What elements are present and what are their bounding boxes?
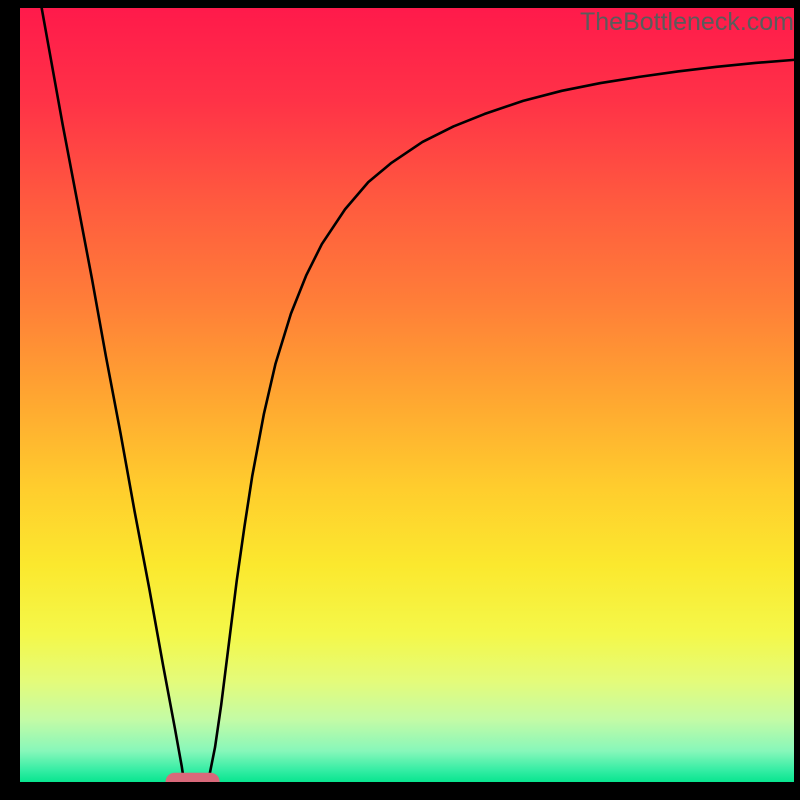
watermark-text: TheBottleneck.com bbox=[580, 8, 794, 37]
gradient-bg bbox=[20, 8, 794, 782]
plot-area bbox=[20, 8, 794, 782]
optimal-marker bbox=[166, 773, 220, 782]
chart-svg bbox=[20, 8, 794, 782]
chart-frame: TheBottleneck.com bbox=[0, 0, 800, 800]
